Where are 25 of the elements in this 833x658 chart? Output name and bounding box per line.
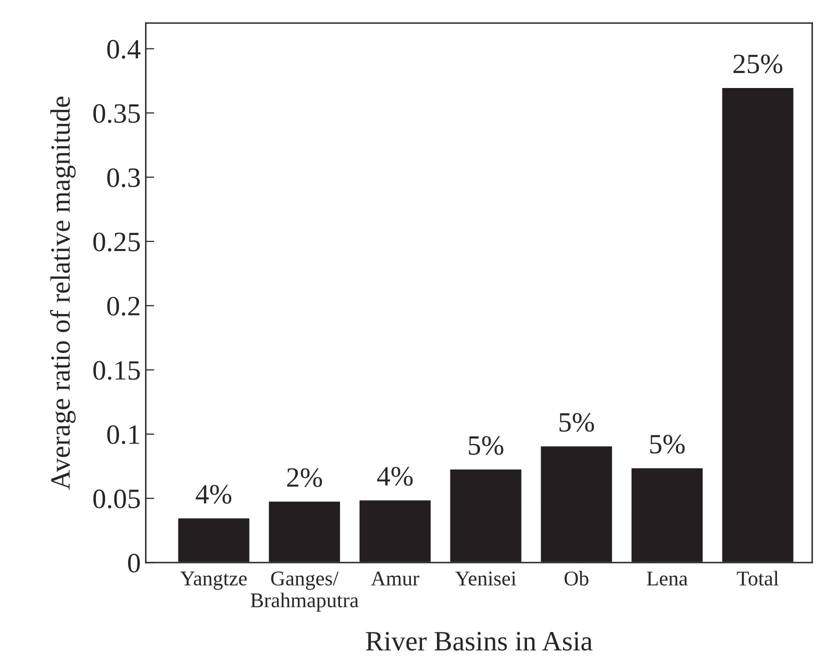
x-tick-label: Ob <box>564 570 588 586</box>
x-tick-label: Yenisei <box>455 572 516 586</box>
annotation: 5% <box>468 436 504 455</box>
y-tick-label: 0.25 <box>93 232 140 252</box>
y-tick-label: 0.15 <box>93 361 140 380</box>
y-tick-label: 0.1 <box>107 425 140 444</box>
y-tick-label: 0.05 <box>93 490 140 508</box>
y-tick-label: 0.2 <box>107 296 140 316</box>
y-tick-label: 0 <box>128 554 140 572</box>
x-tick-label: Amur <box>371 572 420 586</box>
x-tick-label: Yangtze <box>180 572 247 590</box>
annotation: 4% <box>377 466 413 486</box>
y-tick-label: 0.3 <box>107 168 140 188</box>
annotation: 25% <box>734 54 782 74</box>
annotation: 5% <box>650 434 685 454</box>
y-axis-title: Average ratio of relative magnitude <box>50 96 76 490</box>
x-axis-title: River Basins in Asia <box>366 632 592 651</box>
x-tick-label: Total <box>736 570 779 586</box>
annotation: 2% <box>287 468 322 488</box>
annotation: 4% <box>196 484 232 504</box>
x-tick-label: Ganges/ Brahmaputra <box>250 572 359 612</box>
annotation: 5% <box>560 412 594 432</box>
y-tick-label: 0.4 <box>107 40 140 59</box>
x-tick-label: Lena <box>646 572 688 586</box>
y-tick-label: 0.35 <box>93 104 140 123</box>
